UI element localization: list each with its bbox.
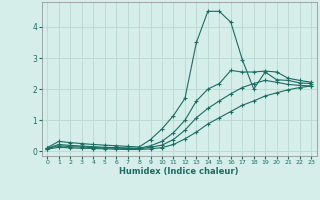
X-axis label: Humidex (Indice chaleur): Humidex (Indice chaleur) — [119, 167, 239, 176]
